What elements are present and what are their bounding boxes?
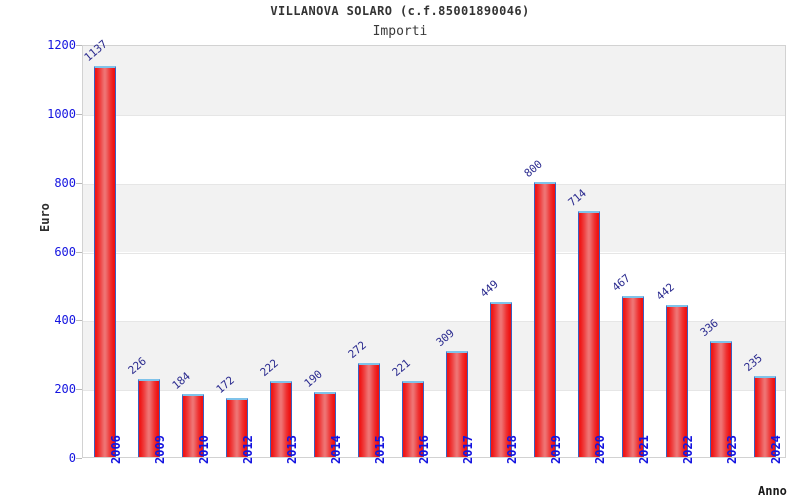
x-tick-label: 2020	[593, 435, 607, 464]
plot-area	[82, 45, 786, 458]
bar[interactable]	[490, 302, 512, 457]
x-tick-label: 2024	[769, 435, 783, 464]
y-tick-mark	[76, 320, 82, 322]
x-tick-label: 2015	[373, 435, 387, 464]
bar[interactable]	[94, 65, 116, 457]
x-tick-label: 2013	[285, 435, 299, 464]
bar[interactable]	[314, 391, 336, 457]
x-tick-label: 2009	[153, 435, 167, 464]
y-tick-label: 200	[54, 382, 76, 397]
x-tick-label: 2022	[681, 435, 695, 464]
y-axis-title: Euro	[38, 203, 52, 232]
y-tick-mark	[76, 113, 82, 115]
chart-subtitle: Importi	[372, 24, 428, 39]
x-tick-label: 2006	[109, 435, 123, 464]
x-tick-label: 2023	[725, 435, 739, 464]
gridline	[83, 114, 785, 116]
y-tick-mark	[76, 45, 82, 46]
bar[interactable]	[138, 379, 160, 457]
gridline	[83, 252, 785, 254]
y-tick-mark	[76, 458, 82, 459]
chart-title: VILLANOVA SOLARO (c.f.85001890046)	[270, 4, 530, 18]
y-tick-label: 0	[68, 451, 76, 465]
y-tick-label: 1200	[47, 38, 76, 52]
gridline	[83, 321, 785, 323]
gridline	[83, 390, 785, 392]
x-tick-label: 2018	[505, 435, 519, 464]
bar[interactable]	[666, 304, 688, 457]
bar[interactable]	[446, 350, 468, 457]
x-tick-label: 2017	[461, 435, 475, 464]
y-tick-mark	[76, 251, 82, 253]
bar[interactable]	[622, 296, 644, 457]
bar[interactable]	[226, 397, 248, 457]
bar[interactable]	[182, 393, 204, 457]
gridline	[83, 183, 785, 185]
y-tick-label: 400	[54, 313, 76, 328]
bar[interactable]	[534, 181, 556, 457]
x-tick-label: 2019	[549, 435, 563, 464]
bar[interactable]	[270, 380, 292, 457]
x-axis-title: Anno	[758, 484, 787, 498]
y-tick-label: 600	[54, 244, 76, 259]
bar[interactable]	[402, 380, 424, 457]
x-tick-label: 2010	[197, 435, 211, 464]
y-tick-label: 1000	[47, 106, 76, 121]
bar[interactable]	[710, 341, 732, 457]
y-tick-mark	[76, 182, 82, 184]
x-tick-label: 2012	[241, 435, 255, 464]
bar[interactable]	[358, 363, 380, 457]
plot-band	[83, 183, 785, 253]
y-tick-mark	[76, 389, 82, 391]
plot-band	[83, 46, 785, 115]
x-tick-label: 2016	[417, 435, 431, 464]
x-tick-label: 2021	[637, 435, 651, 464]
bar[interactable]	[754, 376, 776, 457]
y-tick-label: 800	[54, 175, 76, 190]
bar[interactable]	[578, 211, 600, 457]
x-tick-label: 2014	[329, 435, 343, 464]
